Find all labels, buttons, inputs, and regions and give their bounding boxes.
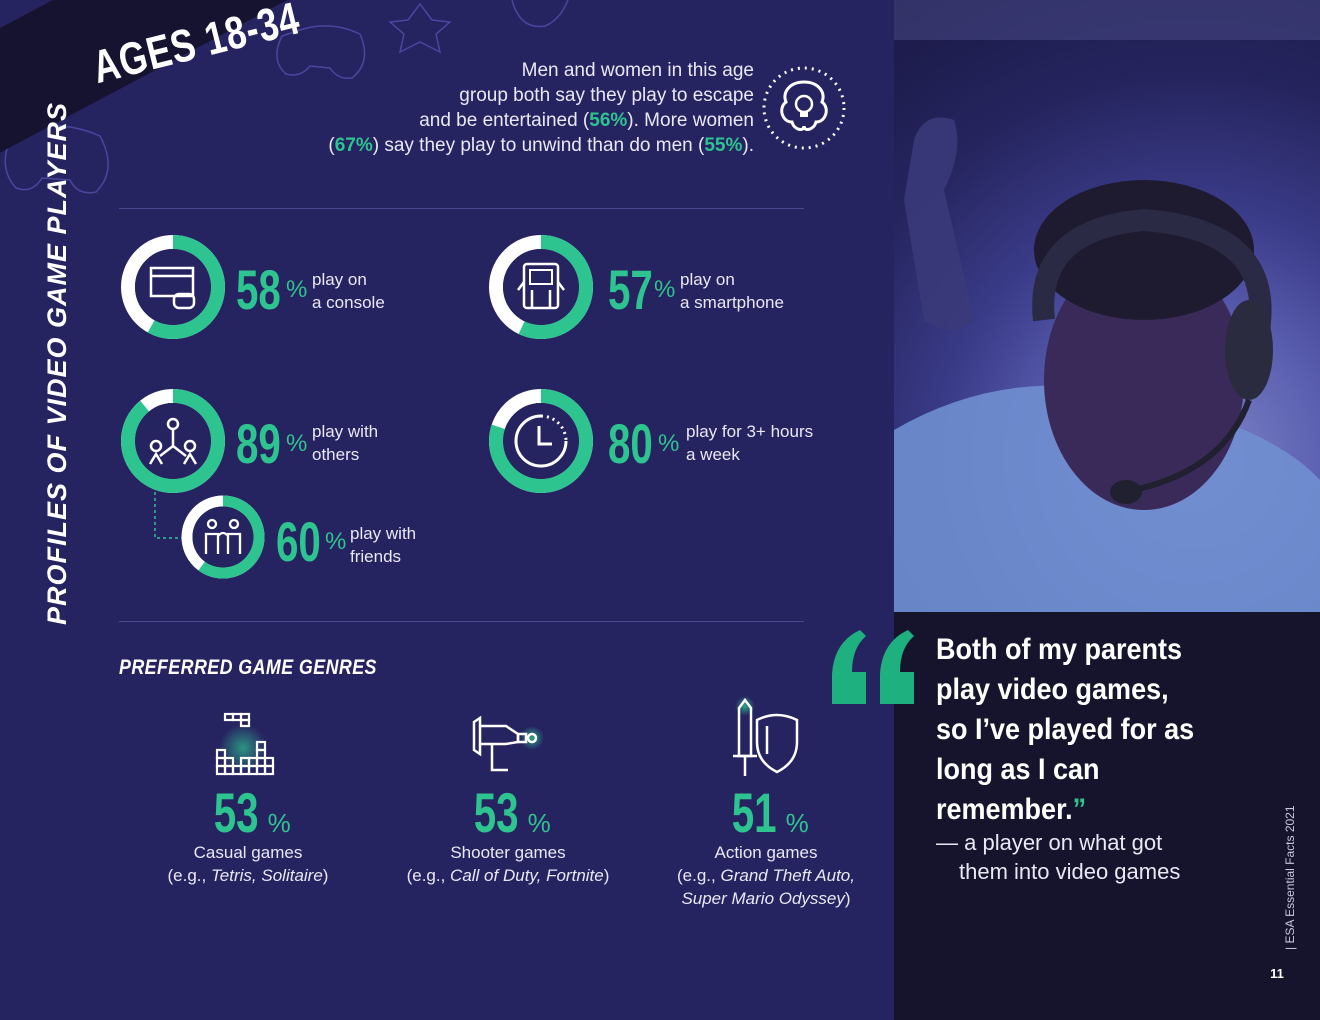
vertical-section-title: PROFILES OF VIDEO GAME PLAYERS bbox=[42, 101, 72, 625]
player-photo bbox=[894, 0, 1320, 612]
genre-examples: (e.g., Grand Theft Auto, bbox=[677, 866, 855, 885]
left-panel: AGES 18-34 Men and women in this age gro… bbox=[0, 0, 894, 910]
connector-line bbox=[154, 492, 186, 539]
stat-smartphone: 57 % play on a smartphone bbox=[488, 234, 828, 340]
publication-footer: | ESA Essential Facts 2021 bbox=[1283, 805, 1297, 950]
ring-center bbox=[503, 249, 579, 325]
divider bbox=[119, 208, 804, 209]
brain-lightbulb-icon bbox=[762, 66, 846, 150]
quote-attribution: — a player on what got them into video g… bbox=[936, 830, 1181, 884]
stat-hours: 80 % play for 3+ hours a week bbox=[488, 388, 848, 494]
ring-fill bbox=[121, 235, 225, 339]
page-number: 11 bbox=[1270, 966, 1284, 981]
genre-unit: % bbox=[527, 808, 551, 838]
intro-text: Men and women in this age group both say… bbox=[274, 58, 754, 158]
clock-icon bbox=[514, 414, 568, 468]
genre-value: 53 bbox=[474, 781, 519, 844]
genre-casual: 53% Casual games (e.g., Tetris, Solitair… bbox=[118, 704, 378, 887]
stat-value: 57 bbox=[608, 258, 653, 321]
stat-label: play with others bbox=[312, 422, 379, 464]
others-progress-ring bbox=[121, 389, 225, 493]
genres-title: PREFERRED GAME GENRES bbox=[119, 656, 377, 679]
group-icon bbox=[148, 417, 198, 465]
blaster-icon bbox=[472, 715, 544, 772]
genre-name: Action games bbox=[714, 843, 818, 862]
genre-value: 51 bbox=[732, 781, 777, 844]
ring-center bbox=[503, 403, 579, 479]
stat-unit: % bbox=[286, 430, 308, 457]
ring-fill bbox=[489, 389, 593, 493]
genre-examples: (e.g., Call of Duty, Fortnite) bbox=[406, 866, 610, 885]
stat-value: 89 bbox=[236, 412, 281, 475]
stat-unit: % bbox=[286, 276, 308, 303]
intro-line: (67%) say they play to unwind than do me… bbox=[328, 135, 754, 156]
divider bbox=[119, 621, 804, 622]
stat-unit: % bbox=[325, 528, 347, 555]
intro-line: Men and women in this age bbox=[521, 60, 754, 81]
stat-label: play for 3+ hours a week bbox=[686, 422, 814, 464]
genre-unit: % bbox=[267, 808, 291, 838]
ring-fill bbox=[121, 389, 225, 493]
stat-label: play on a console bbox=[312, 270, 385, 312]
stat-console: 58 % play on a console bbox=[120, 234, 420, 340]
hours-progress-ring bbox=[489, 389, 593, 493]
stat-value: 58 bbox=[236, 258, 281, 321]
gamer-illustration bbox=[894, 0, 1320, 612]
stat-value: 80 bbox=[608, 412, 653, 475]
quote-panel bbox=[894, 612, 1320, 1020]
genre-shooter: 53% Shooter games (e.g., Call of Duty, F… bbox=[378, 704, 638, 887]
stat-unit: % bbox=[654, 276, 676, 303]
genre-unit: % bbox=[785, 808, 809, 838]
stat-label: play with friends bbox=[350, 524, 417, 566]
friends-icon bbox=[204, 518, 242, 554]
genre-examples: Super Mario Odyssey) bbox=[681, 889, 851, 908]
genre-name: Shooter games bbox=[450, 843, 566, 862]
genre-action: 51% Action games (e.g., Grand Theft Auto… bbox=[636, 696, 894, 910]
smartphone-icon bbox=[517, 262, 565, 310]
stat-others: 89 % play with others bbox=[120, 388, 420, 494]
ring-fill bbox=[489, 235, 593, 339]
stat-friends: 60 % play with friends bbox=[180, 494, 480, 580]
quote-mark-icon bbox=[832, 630, 914, 704]
ring-fill bbox=[181, 495, 265, 579]
stat-unit: % bbox=[658, 430, 680, 457]
genre-name: Casual games bbox=[193, 843, 303, 862]
console-icon bbox=[149, 266, 196, 310]
stat-value: 60 bbox=[276, 510, 321, 573]
tetris-icon bbox=[215, 712, 275, 776]
smartphone-progress-ring bbox=[489, 235, 593, 339]
sword-shield-icon bbox=[733, 696, 799, 776]
intro-line: group both say they play to escape bbox=[459, 85, 754, 106]
stat-label: play on a smartphone bbox=[680, 270, 784, 312]
quote-text: Both of my parents play video games, so … bbox=[936, 633, 1195, 826]
genre-value: 53 bbox=[214, 781, 259, 844]
controller-outline-icon bbox=[4, 0, 569, 194]
genre-examples: (e.g., Tetris, Solitaire) bbox=[167, 866, 329, 885]
intro-line: and be entertained (56%). More women bbox=[419, 110, 754, 131]
